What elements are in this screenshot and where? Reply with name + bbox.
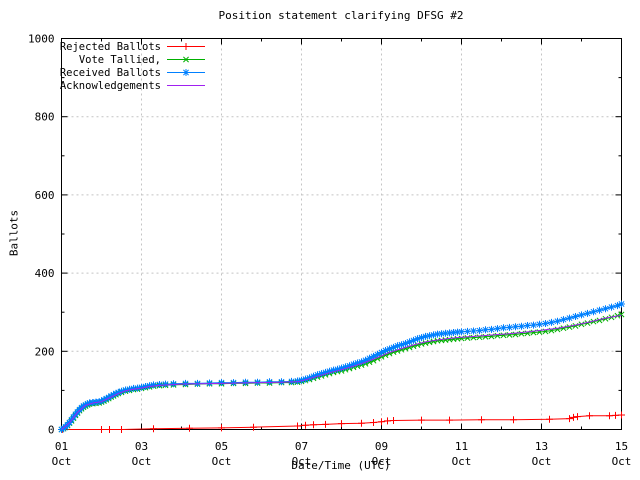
x-tick-label-month: Oct	[212, 455, 232, 468]
legend-sample-marker	[182, 43, 190, 50]
y-tick-label: 800	[35, 111, 55, 124]
x-tick-label-month: Oct	[532, 455, 552, 468]
x-tick-label-day: 13	[535, 440, 548, 453]
x-tick-label-day: 01	[55, 440, 68, 453]
legend-entry-rejected-ballots: Rejected Ballots	[60, 41, 205, 53]
legend-entry-acknowledgements: Acknowledgements	[60, 80, 205, 92]
legend-entry-received-ballots: Received Ballots	[60, 67, 205, 79]
x-tick-label-day: 07	[295, 440, 308, 453]
legend-label-acknowledgements: Acknowledgements	[60, 80, 161, 92]
y-tick-label: 1000	[28, 33, 55, 46]
x-tick-label-day: 03	[135, 440, 148, 453]
legend-label-vote-tallied: Vote Tallied,	[79, 54, 161, 66]
legend-sample-marker	[182, 69, 190, 76]
x-tick-label-month: Oct	[132, 455, 152, 468]
legend-label-received-ballots: Received Ballots	[60, 67, 161, 79]
y-tick-label: 600	[35, 189, 55, 202]
chart-title: Position statement clarifying DFSG #2	[218, 9, 464, 22]
y-tick-label: 400	[35, 267, 55, 280]
x-tick-label-day: 05	[215, 440, 228, 453]
x-axis-label: Date/Time (UTC)	[291, 459, 391, 472]
x-tick-label-month: Oct	[452, 455, 472, 468]
x-tick-label-month: Oct	[612, 455, 632, 468]
series-line-vote-tallied	[61, 314, 622, 430]
legend-label-rejected-ballots: Rejected Ballots	[60, 41, 161, 53]
series-vote-tallied	[58, 311, 625, 433]
x-tick-label-month: Oct	[292, 455, 312, 468]
legend-sample-marker	[183, 56, 189, 63]
y-tick-label: 0	[48, 424, 55, 437]
series-line-acknowledgements	[61, 314, 622, 430]
x-tick-label-day: 11	[455, 440, 468, 453]
x-tick-label-day: 15	[615, 440, 628, 453]
series-rejected-ballots	[58, 411, 625, 433]
legend-entry-vote-tallied: Vote Tallied,	[79, 54, 205, 66]
series-received-ballots	[58, 300, 625, 433]
x-tick-label-day: 09	[375, 440, 388, 453]
series-markers-received-ballots	[58, 300, 625, 433]
y-tick-label: 200	[35, 345, 55, 358]
x-tick-label-month: Oct	[52, 455, 72, 468]
series-markers-vote-tallied	[58, 311, 625, 433]
series-acknowledgements	[61, 314, 622, 430]
x-tick-label-month: Oct	[372, 455, 392, 468]
